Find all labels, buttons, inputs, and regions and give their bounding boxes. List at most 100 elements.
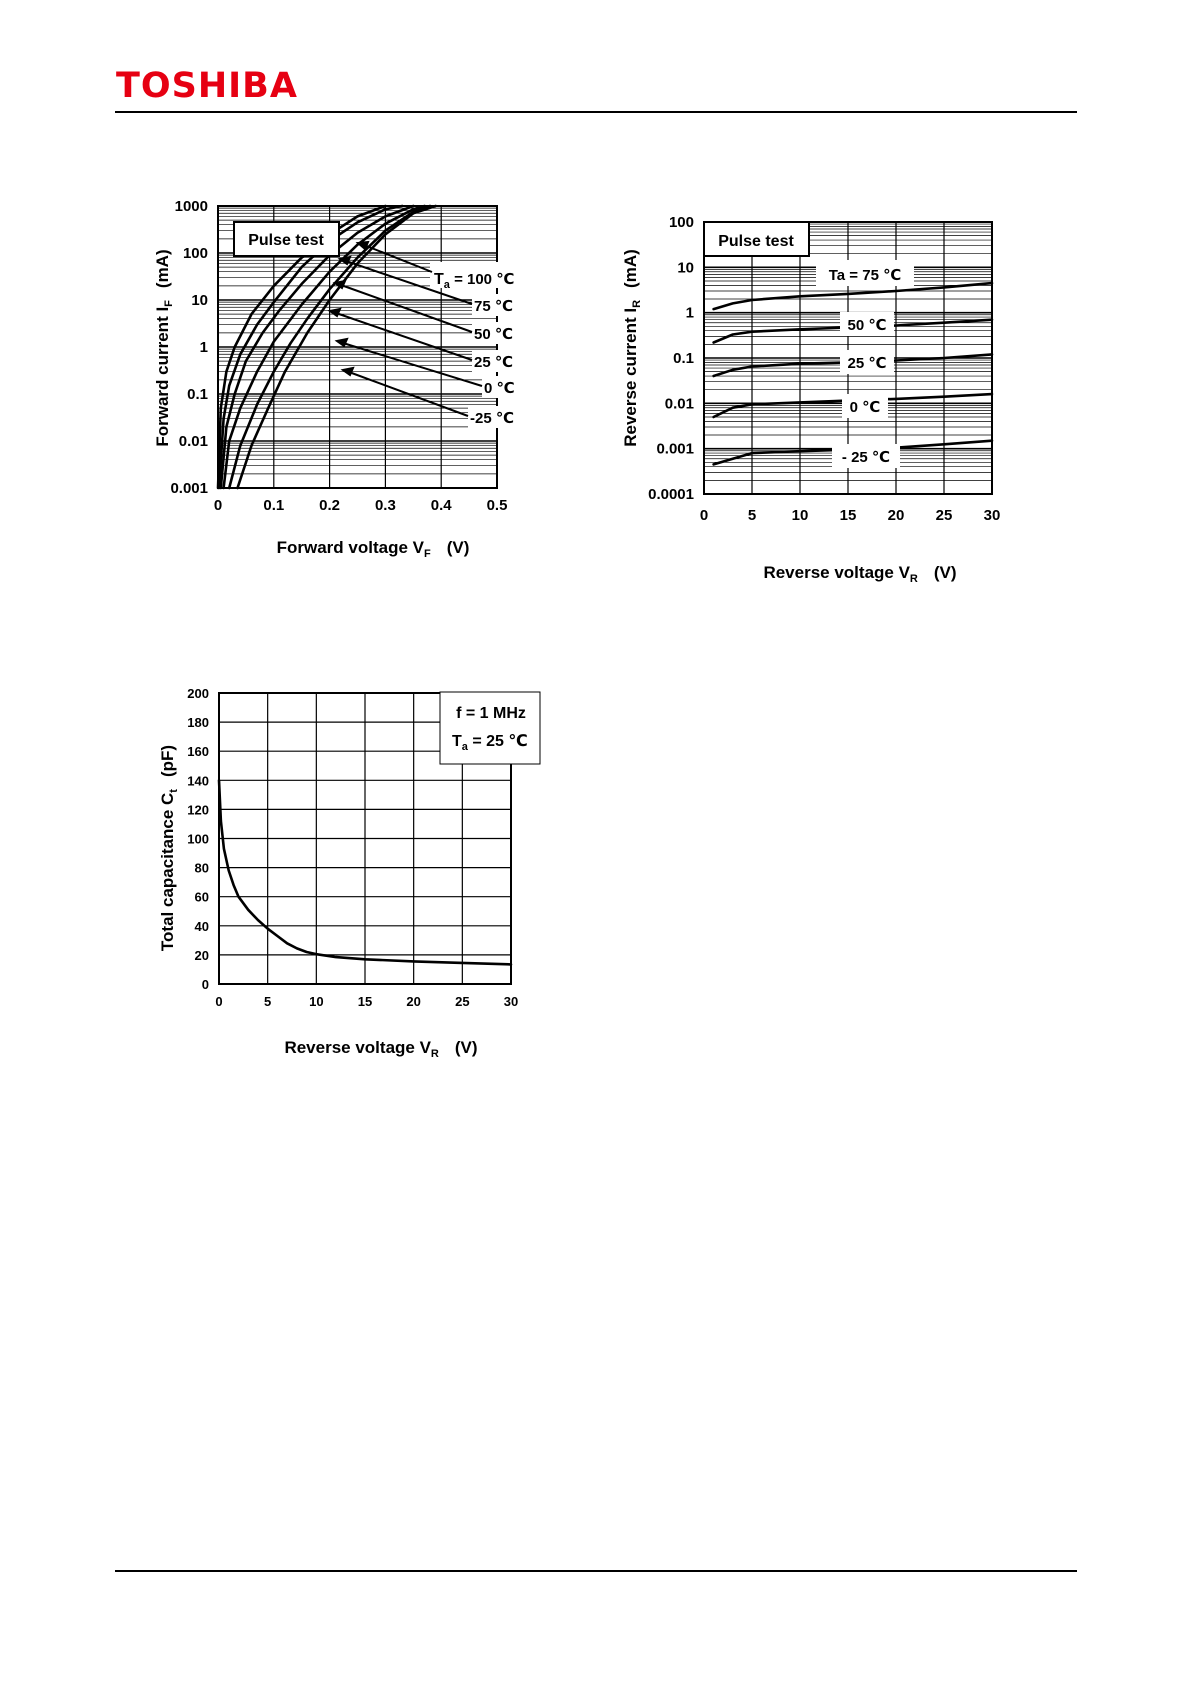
x-tick-label: 20 <box>406 994 420 1009</box>
annotation-0: 0 ℃ <box>850 399 881 416</box>
x-tick-label: 20 <box>888 507 905 524</box>
y-tick-label: 0 <box>202 977 209 992</box>
x-tick-labels: 0 5 10 15 20 25 30 <box>215 994 518 1009</box>
y-tick-label: 0.0001 <box>648 486 694 503</box>
annotation-50: 50 ℃ <box>474 326 513 343</box>
y-tick-label: 0.1 <box>673 350 694 367</box>
x-tick-labels: 0 0.1 0.2 0.3 0.4 0.5 <box>214 497 508 514</box>
y-tick-label: 80 <box>195 861 209 876</box>
series-line-3 <box>222 204 426 490</box>
x-axis-label-unit: (V) <box>934 563 957 582</box>
x-tick-label: 30 <box>504 994 518 1009</box>
series-line-3 <box>712 392 994 419</box>
y-tick-label: 10 <box>191 292 208 309</box>
x-tick-label: 15 <box>358 994 372 1009</box>
chart-forward-characteristics: 0 0.1 0.2 0.3 0.4 0.5 0.0010.010.11101001000 … <box>153 198 530 560</box>
x-axis-label-main: Reverse voltage V <box>284 1038 431 1057</box>
x-tick-label: 0.2 <box>319 497 340 514</box>
x-tick-label: 0 <box>214 497 222 514</box>
y-axis-label-main: Forward current I <box>153 307 172 447</box>
annotation-ta: Ta = 100 ℃ <box>434 271 514 291</box>
annotation-labels: Ta = 100 ℃ 75 ℃ 50 ℃ 25 ℃ 0 ℃ -25 ℃ <box>430 262 530 428</box>
annotation-75: 75 ℃ <box>474 298 513 315</box>
x-tick-label: 5 <box>748 507 756 524</box>
series-line-0 <box>712 281 994 311</box>
series-line-1 <box>217 204 404 490</box>
footer-rule <box>115 1570 1077 1572</box>
y-tick-label: 60 <box>195 890 209 905</box>
x-tick-label: 0.1 <box>263 497 284 514</box>
annotation-minus25: - 25 ℃ <box>842 449 890 466</box>
x-axis-label-sub: F <box>424 548 431 560</box>
annotation-100: = 100 ℃ <box>450 271 514 288</box>
y-tick-label: 200 <box>187 686 209 701</box>
annotation-50: 50 ℃ <box>847 317 886 334</box>
chart-reverse-current: 0 5 10 15 20 25 30 0.0001 0.001 0.01 0.1 1 10 100 Pu… <box>621 214 1000 585</box>
legend-frequency: f = 1 MHz <box>456 705 526 722</box>
y-tick-label: 40 <box>195 919 209 934</box>
x-axis-label-main: Forward voltage V <box>277 538 425 557</box>
annotation-25: 25 ℃ <box>847 355 886 372</box>
series-line-0 <box>217 779 513 966</box>
x-axis-label-sub: R <box>431 1048 439 1060</box>
annotation-0: 0 ℃ <box>484 380 515 397</box>
series-line-4 <box>227 204 432 490</box>
annotation-arrows <box>327 240 483 417</box>
x-tick-label: 5 <box>264 994 271 1009</box>
x-axis-label: Forward voltage VF (V) <box>277 538 470 560</box>
annotation-ta75: Ta = 75 ℃ <box>829 267 902 284</box>
series-line-2 <box>219 204 415 490</box>
series-line-1 <box>712 318 994 344</box>
chart-total-capacitance: 0 5 10 15 20 25 30 0 20 40 60 80 100 120 140 160 180 200… <box>158 686 541 1060</box>
y-tick-label: 1000 <box>175 198 208 215</box>
y-tick-label: 10 <box>677 259 694 276</box>
x-tick-label: 25 <box>455 994 469 1009</box>
y-tick-label: 0.01 <box>665 395 694 412</box>
x-tick-label: 15 <box>840 507 857 524</box>
legend-temperature: Ta = 25 ℃ <box>452 733 528 753</box>
plot-frame <box>218 692 512 985</box>
y-tick-label: 0.001 <box>656 441 694 458</box>
y-tick-labels: 0.001 0.01 0.1 1 10 100 1000 <box>170 198 208 497</box>
y-tick-labels: 0.0001 0.001 0.01 0.1 1 10 100 <box>648 214 694 503</box>
y-tick-labels: 0 20 40 60 80 100 120 140 160 180 200 <box>187 686 209 992</box>
annotation-t: T <box>434 271 444 288</box>
y-axis-label-main: Total capacitance C <box>158 793 177 951</box>
y-tick-label: 160 <box>187 744 209 759</box>
legend-box: Pulse test <box>703 221 810 257</box>
x-tick-label: 0.4 <box>431 497 453 514</box>
y-axis-label: Total capacitance Ct (pF) <box>158 745 180 951</box>
series-group <box>216 204 437 490</box>
legend-text: Pulse test <box>248 232 324 249</box>
x-axis-label-main: Reverse voltage V <box>763 563 910 582</box>
y-tick-label: 100 <box>187 832 209 847</box>
series-group <box>217 779 513 966</box>
x-axis-label-sub: R <box>910 573 918 585</box>
legend-box: Pulse test <box>233 221 340 257</box>
y-tick-label: 0.001 <box>170 480 208 497</box>
x-axis-label: Reverse voltage VR (V) <box>284 1038 477 1060</box>
annotation-minus25: -25 ℃ <box>470 410 514 427</box>
y-axis-label: Reverse current IR (mA) <box>621 249 643 447</box>
x-axis-label-unit: (V) <box>455 1038 478 1057</box>
x-tick-label: 0.3 <box>375 497 396 514</box>
series-line-5 <box>236 204 437 490</box>
annotation-25: 25 ℃ <box>474 354 513 371</box>
y-axis-label-unit: (pF) <box>158 745 177 777</box>
plot-frame <box>217 205 498 489</box>
header-rule <box>115 111 1077 113</box>
y-tick-label: 180 <box>187 715 209 730</box>
plot-frame <box>703 221 993 495</box>
series-line-0 <box>216 204 387 490</box>
y-tick-label: 0.1 <box>187 386 208 403</box>
y-tick-label: 1 <box>686 305 694 322</box>
y-axis-label-unit: (mA) <box>621 249 640 288</box>
y-axis-label-sub: F <box>163 300 175 307</box>
y-tick-label: 20 <box>195 948 209 963</box>
legend-25: = 25 ℃ <box>468 733 528 750</box>
x-axis-label-unit: (V) <box>447 538 470 557</box>
annotation-a: a <box>444 279 451 291</box>
x-tick-label: 0 <box>700 507 708 524</box>
y-tick-label: 0.01 <box>179 433 208 450</box>
y-tick-label: 100 <box>183 245 208 262</box>
